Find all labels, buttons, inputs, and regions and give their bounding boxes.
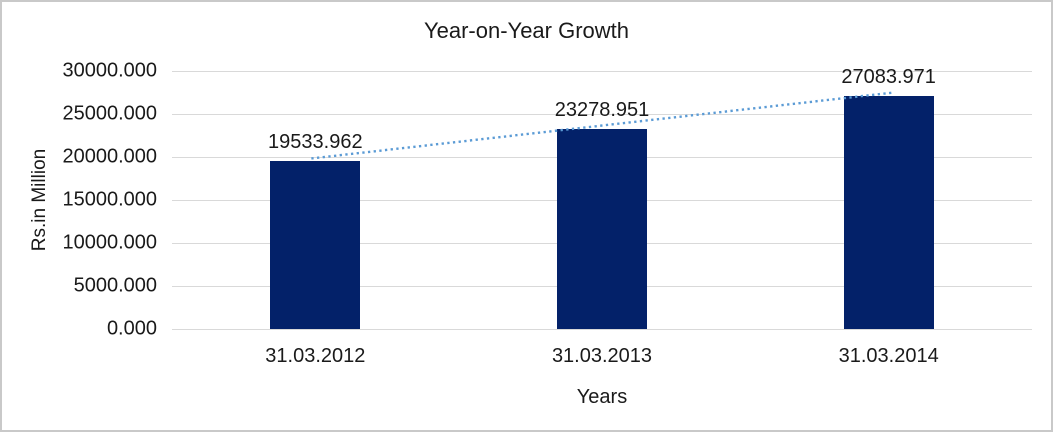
bar-value-label: 23278.951 (554, 98, 650, 121)
plot-area: 19533.962 23278.951 27083.971 (172, 66, 1032, 330)
y-axis-tick-labels: 30000.000 25000.000 20000.000 15000.000 1000… (2, 2, 157, 430)
bar-31.03.2012 (270, 161, 361, 329)
bar-value-label: 19533.962 (268, 131, 363, 153)
gridline (172, 70, 1032, 72)
bar-31.03.2014 (843, 96, 934, 329)
y-tick-label: 10000.000 (62, 231, 157, 254)
y-tick-label: 25000.000 (62, 102, 157, 125)
bar-value-label: 27083.971 (841, 66, 936, 89)
trendline (311, 91, 894, 160)
x-axis-tick-labels: 31.03.2012 31.03.2013 31.03.2014 (172, 345, 1032, 371)
bar-31.03.2013 (557, 128, 647, 329)
y-tick-label: 20000.000 (62, 145, 157, 168)
y-tick-label: 30000.000 (62, 59, 157, 82)
x-tick-label: 31.03.2012 (265, 345, 366, 367)
chart-title: Year-on-Year Growth (423, 18, 630, 43)
gridline (172, 113, 1032, 115)
x-tick-label: 31.03.2014 (838, 345, 939, 367)
y-tick-label: 15000.000 (62, 188, 157, 211)
y-tick-label: 5000.000 (73, 274, 157, 297)
gridline (172, 328, 1032, 330)
trendline-segment (311, 91, 894, 160)
y-tick-label: 0.000 (106, 317, 157, 340)
x-axis-title: Years (576, 386, 628, 408)
x-tick-label: 31.03.2013 (551, 345, 653, 367)
